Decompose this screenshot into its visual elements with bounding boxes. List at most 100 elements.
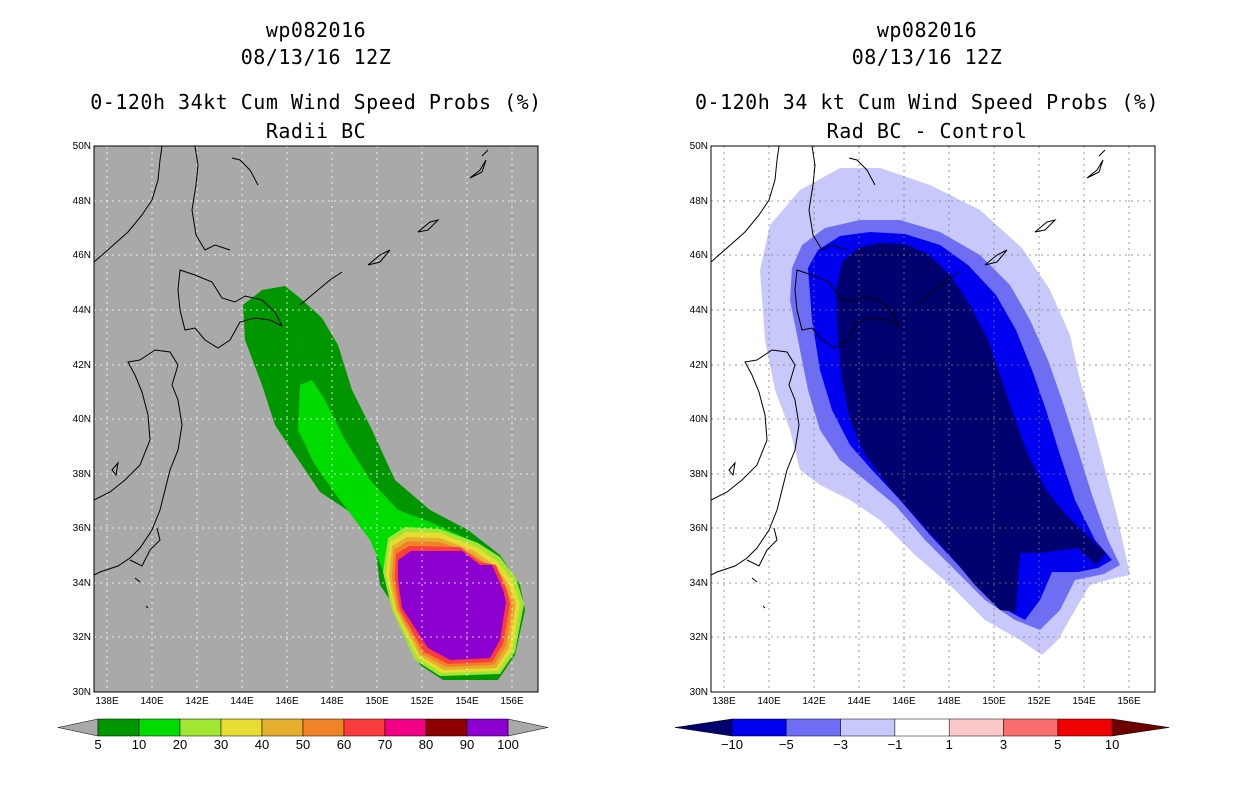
- right-colorbar: −10 −5 −3 −1 1 3 5 10: [674, 718, 1170, 752]
- colorbar-label: 50: [296, 737, 310, 752]
- lat-label: 40N: [73, 414, 91, 425]
- lat-label: 38N: [690, 469, 708, 480]
- lat-label: 30N: [73, 687, 91, 698]
- lon-label: 154E: [455, 696, 479, 707]
- left-coastlines: [94, 146, 489, 609]
- left-grid: [94, 146, 538, 692]
- colorbar-swatch: [1003, 718, 1059, 737]
- colorbar-label: 10: [1105, 737, 1119, 752]
- lat-label: 44N: [73, 305, 91, 316]
- right-title: 0-120h 34 kt Cum Wind Speed Probs (%): [694, 90, 1160, 114]
- lon-label: 142E: [802, 696, 826, 707]
- lat-label: 46N: [690, 250, 708, 261]
- colorbar-label: −3: [833, 737, 848, 752]
- colorbar-swatch: [786, 718, 841, 737]
- colorbar-swatch: [425, 718, 468, 737]
- lat-label: 36N: [690, 523, 708, 534]
- colorbar-swatch: [1057, 718, 1113, 737]
- lon-label: 140E: [757, 696, 781, 707]
- left-subtitle: Radii BC: [265, 119, 367, 143]
- colorbar-arrow-low: [57, 718, 99, 737]
- lon-label: 152E: [1027, 696, 1051, 707]
- lat-label: 50N: [690, 141, 708, 152]
- colorbar-label: 70: [378, 737, 392, 752]
- colorbar-swatch: [302, 718, 345, 737]
- lon-label: 156E: [1117, 696, 1141, 707]
- colorbar-label: −10: [721, 737, 743, 752]
- colorbar-label: 60: [337, 737, 351, 752]
- right-lon-labels: 138E 140E 142E 144E 146E 148E 150E 152E …: [712, 696, 1141, 707]
- colorbar-swatch: [466, 718, 509, 737]
- colorbar-label: 1: [946, 737, 953, 752]
- colorbar-label: 80: [419, 737, 433, 752]
- right-map-frame: [710, 145, 1156, 693]
- right-difference-shading: [760, 168, 1130, 655]
- left-probability-shading: [243, 286, 525, 680]
- colorbar-swatch: [261, 718, 304, 737]
- lat-label: 46N: [73, 250, 91, 261]
- colorbar-arrow-high: [507, 718, 549, 737]
- colorbar-arrow-high: [1111, 718, 1170, 737]
- right-storm-id: wp082016: [876, 18, 978, 42]
- left-lon-labels: 138E 140E 142E 144E 146E 148E 150E 152E …: [95, 696, 524, 707]
- colorbar-label: 40: [255, 737, 269, 752]
- lon-label: 148E: [320, 696, 344, 707]
- colorbar-label: 3: [1000, 737, 1007, 752]
- colorbar-swatch: [138, 718, 181, 737]
- lon-label: 146E: [275, 696, 299, 707]
- colorbar-label: 30: [214, 737, 228, 752]
- lon-label: 150E: [365, 696, 389, 707]
- lat-label: 34N: [690, 578, 708, 589]
- lon-label: 142E: [185, 696, 209, 707]
- colorbar-swatch: [894, 718, 950, 737]
- lon-label: 144E: [847, 696, 871, 707]
- lat-label: 38N: [73, 469, 91, 480]
- lat-label: 44N: [690, 305, 708, 316]
- colorbar-swatch: [840, 718, 896, 737]
- colorbar-arrow-low: [674, 718, 733, 737]
- colorbar-label: −1: [887, 737, 902, 752]
- colorbar-swatch: [179, 718, 222, 737]
- colorbar-swatch: [97, 718, 140, 737]
- lat-label: 50N: [73, 141, 91, 152]
- lon-label: 138E: [712, 696, 736, 707]
- lat-label: 30N: [690, 687, 708, 698]
- colorbar-label: 20: [173, 737, 187, 752]
- colorbar-swatch: [384, 718, 427, 737]
- lon-label: 154E: [1072, 696, 1096, 707]
- colorbar-swatch: [731, 718, 787, 737]
- lat-label: 36N: [73, 523, 91, 534]
- lat-label: 48N: [73, 196, 91, 207]
- right-subtitle: Rad BC - Control: [826, 119, 1028, 143]
- colorbar-label: 10: [132, 737, 146, 752]
- lon-label: 140E: [140, 696, 164, 707]
- colorbar-swatch: [343, 718, 386, 737]
- lon-label: 146E: [892, 696, 916, 707]
- lat-label: 40N: [690, 414, 708, 425]
- colorbar-label: 5: [1054, 737, 1061, 752]
- lon-label: 150E: [982, 696, 1006, 707]
- lon-label: 156E: [500, 696, 524, 707]
- left-datetime: 08/13/16 12Z: [240, 45, 392, 69]
- right-grid: [711, 146, 1155, 692]
- left-storm-id: wp082016: [265, 18, 367, 42]
- colorbar-label: 90: [460, 737, 474, 752]
- prob-core-100: [398, 551, 506, 660]
- lon-label: 148E: [937, 696, 961, 707]
- left-map-panel: [93, 145, 539, 693]
- lat-label: 34N: [73, 578, 91, 589]
- colorbar-label: 100: [497, 737, 519, 752]
- right-lat-labels: 30N 32N 34N 36N 38N 40N 42N 44N 46N 48N …: [690, 141, 708, 698]
- lat-label: 32N: [73, 632, 91, 643]
- lon-label: 152E: [410, 696, 434, 707]
- lat-label: 42N: [73, 360, 91, 371]
- lat-label: 48N: [690, 196, 708, 207]
- right-map-panel: [710, 145, 1156, 693]
- lon-label: 144E: [230, 696, 254, 707]
- left-lat-labels: 30N 32N 34N 36N 38N 40N 42N 44N 46N 48N …: [73, 141, 91, 698]
- colorbar-label: −5: [779, 737, 794, 752]
- colorbar-label: 5: [94, 737, 101, 752]
- colorbar-swatch: [220, 718, 263, 737]
- lon-label: 138E: [95, 696, 119, 707]
